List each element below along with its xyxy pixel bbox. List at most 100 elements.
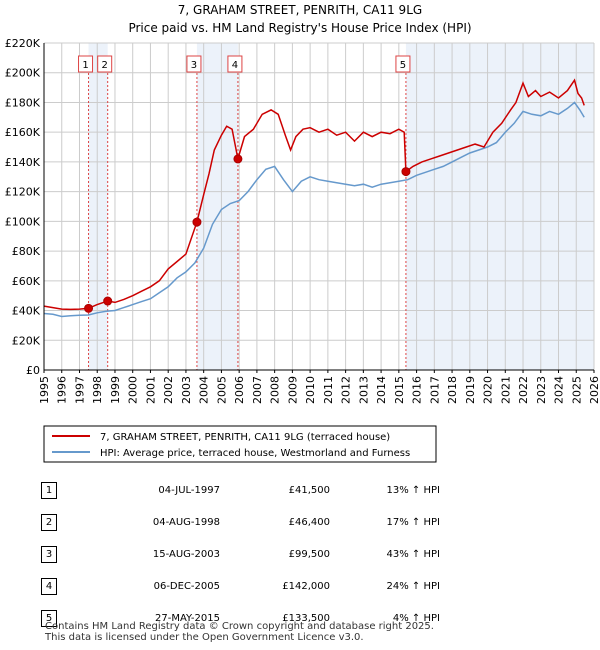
sale-hpi-change-cell: 4% ↑ HPI — [330, 602, 440, 634]
sale-date: 27-MAY-2015 — [154, 612, 220, 624]
sale-marker-box — [227, 55, 243, 73]
sale-price-cell: £41,500 — [220, 474, 330, 506]
y-tick-label: £0 — [26, 364, 40, 377]
sale-number-badge: 2 — [41, 513, 57, 531]
y-tick-label: £60K — [12, 275, 41, 288]
sale-hpi-change: 24% ↑ HPI — [386, 580, 440, 592]
sale-number-badge-cell: 1 — [40, 474, 110, 506]
sale-point — [84, 303, 94, 313]
sale-hpi-change-cell: 24% ↑ HPI — [330, 570, 440, 602]
y-tick-label: £160K — [5, 126, 41, 139]
x-tick-label: 2001 — [144, 376, 157, 404]
sale-marker-number: 4 — [232, 60, 238, 71]
sale-price-cell: £133,500 — [220, 602, 330, 634]
shaded-period — [196, 43, 238, 370]
sale-price: £142,000 — [282, 580, 330, 592]
sale-date-cell: 04-JUL-1997 — [110, 474, 220, 506]
x-tick-label: 2012 — [340, 376, 353, 404]
x-tick-label: 2000 — [127, 376, 140, 404]
x-tick-label: 2013 — [357, 376, 370, 404]
x-tick-label: 2004 — [198, 376, 211, 404]
sale-number-badge: 4 — [41, 577, 57, 595]
shaded-period — [405, 43, 594, 370]
legend-label-hpi: HPI: Average price, terraced house, West… — [100, 448, 410, 459]
sale-price: £46,400 — [288, 516, 330, 528]
sale-hpi-change: 43% ↑ HPI — [386, 548, 440, 560]
x-tick-label: 1996 — [56, 376, 69, 404]
x-tick-label: 2010 — [304, 376, 317, 404]
sale-date: 04-JUL-1997 — [158, 484, 220, 496]
sale-price-cell: £46,400 — [220, 506, 330, 538]
sale-marker-box — [78, 55, 94, 73]
chart-title: 7, GRAHAM STREET, PENRITH, CA11 9LG — [178, 3, 422, 17]
x-tick-label: 1999 — [109, 376, 122, 404]
x-tick-label: 2026 — [588, 376, 600, 404]
x-tick-label: 2021 — [499, 376, 512, 404]
table-row: 5 27-MAY-2015 £133,500 4% ↑ HPI — [40, 602, 440, 634]
sale-date: 15-AUG-2003 — [152, 548, 220, 560]
x-tick-label: 2011 — [322, 376, 335, 404]
property-price-line — [43, 78, 585, 311]
sale-point — [233, 154, 243, 164]
sale-marker-label: 3 — [186, 55, 202, 73]
y-tick-label: £140K — [5, 156, 41, 169]
y-tick-label: £20K — [12, 334, 41, 347]
y-tick-label: £40K — [12, 305, 41, 318]
sale-marker-label: 1 — [78, 55, 94, 73]
sale-marker-label: 2 — [97, 55, 113, 73]
y-tick-label: £120K — [5, 186, 41, 199]
table-row: 2 04-AUG-1998 £46,400 17% ↑ HPI — [40, 506, 440, 538]
x-tick-label: 2007 — [251, 376, 264, 404]
x-tick-label: 2003 — [180, 376, 193, 404]
sale-marker-number: 5 — [400, 60, 406, 71]
x-tick-label: 2014 — [375, 376, 388, 404]
footer: Contains HM Land Registry data © Crown c… — [45, 621, 434, 643]
x-tick-label: 2008 — [269, 376, 282, 404]
sale-number-badge: 5 — [41, 609, 57, 627]
shaded-period — [88, 43, 108, 370]
y-tick-label: £220K — [5, 37, 41, 50]
x-tick-label: 2006 — [233, 376, 246, 404]
sale-marker-label: 4 — [227, 55, 243, 73]
x-tick-label: 2024 — [553, 376, 566, 404]
sale-date: 06-DEC-2005 — [153, 580, 220, 592]
sale-marker-number: 2 — [102, 60, 108, 71]
y-tick-label: £180K — [5, 96, 41, 109]
sale-marker-number: 1 — [82, 60, 88, 71]
sale-number-badge-cell: 5 — [40, 602, 110, 634]
x-tick-label: 2002 — [162, 376, 175, 404]
sale-marker-box — [395, 55, 411, 73]
price-chart: 7, GRAHAM STREET, PENRITH, CA11 9LG Pric… — [5, 3, 600, 463]
sale-point — [401, 167, 411, 177]
x-tick-label: 2005 — [215, 376, 228, 404]
x-tick-label: 2015 — [393, 376, 406, 404]
sale-marker-box — [186, 55, 202, 73]
sale-hpi-change: 4% ↑ HPI — [392, 612, 440, 624]
sales-table: 1 04-JUL-1997 £41,500 13% ↑ HPI 2 04-AUG-1998… — [40, 474, 440, 634]
sale-number-badge: 1 — [41, 481, 57, 499]
x-tick-label: 1995 — [38, 376, 51, 404]
sale-hpi-change-cell: 17% ↑ HPI — [330, 506, 440, 538]
sale-price: £99,500 — [288, 548, 330, 560]
sale-date-cell: 27-MAY-2015 — [110, 602, 220, 634]
sale-number-badge: 3 — [41, 545, 57, 563]
sale-price: £133,500 — [282, 612, 330, 624]
sale-hpi-change-cell: 43% ↑ HPI — [330, 538, 440, 570]
sale-marker-number: 3 — [191, 60, 197, 71]
x-tick-label: 2016 — [411, 376, 424, 404]
footer-licence: This data is licensed under the Open Gov… — [45, 632, 364, 643]
x-tick-label: 2017 — [428, 376, 441, 404]
sale-hpi-change: 17% ↑ HPI — [386, 516, 440, 528]
table-row: 3 15-AUG-2003 £99,500 43% ↑ HPI — [40, 538, 440, 570]
x-tick-label: 2009 — [286, 376, 299, 404]
sale-point — [103, 296, 113, 306]
x-tick-label: 2018 — [446, 376, 459, 404]
sale-point — [192, 217, 202, 227]
table-row: 4 06-DEC-2005 £142,000 24% ↑ HPI — [40, 570, 440, 602]
sale-date-cell: 06-DEC-2005 — [110, 570, 220, 602]
hpi-line — [43, 101, 585, 318]
sale-price: £41,500 — [288, 484, 330, 496]
table-row: 1 04-JUL-1997 £41,500 13% ↑ HPI — [40, 474, 440, 506]
x-tick-label: 2020 — [482, 376, 495, 404]
sale-number-badge-cell: 3 — [40, 538, 110, 570]
